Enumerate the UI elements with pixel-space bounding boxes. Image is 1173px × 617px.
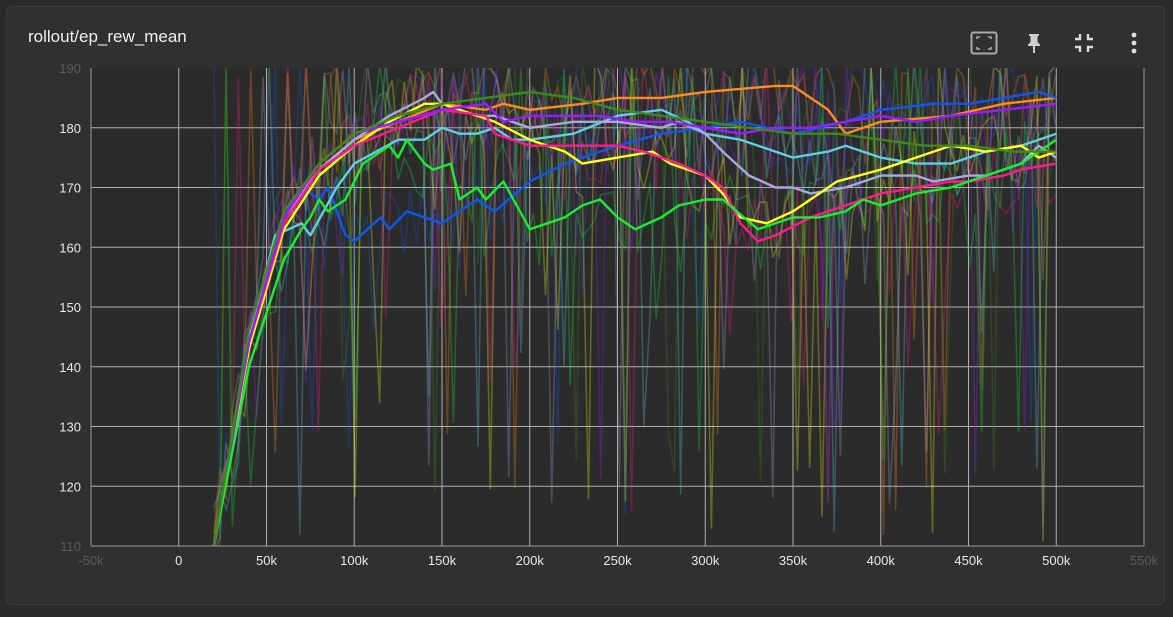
x-tick-label: 250k [603,553,632,568]
pin-icon [1028,34,1040,53]
smoothed-series-line[interactable] [212,108,1057,546]
raw-series-line [213,68,1054,527]
x-tick-label: 100k [340,553,369,568]
fit-domain-button[interactable] [966,25,1002,61]
axes: -50k 0 50k 100k 150k 200k 250k 300k 350k 400k 450k… [59,61,1158,568]
y-tick-label: 190 [59,61,81,76]
smoothed-series-line[interactable] [212,90,1057,546]
fit-to-screen-icon [970,31,998,55]
x-tick-label: 0 [175,553,182,568]
smoothed-series-line[interactable] [212,138,1057,546]
raw-series-line [215,68,1057,546]
more-vert-icon [1131,32,1137,54]
y-tick-label: 150 [59,300,81,315]
grid [91,68,1144,546]
scalar-card: rollout/ep_rew_mean [6,6,1165,605]
raw-series-line [213,68,1057,546]
raw-series-line [213,68,1057,536]
x-tick-label: 450k [954,553,983,568]
y-tick-label: 180 [59,121,81,136]
x-tick-label: 550k [1130,553,1159,568]
smoothed-series-line[interactable] [212,90,1057,546]
raw-series-line [219,68,1057,546]
smoothed-series-line[interactable] [212,90,1057,546]
y-tick-label: 170 [59,181,81,196]
raw-series-line [213,68,1057,513]
y-tick-label: 130 [59,420,81,435]
x-tick-label: 350k [779,553,808,568]
y-tick-label: 140 [59,360,81,375]
line-chart[interactable]: -50k 0 50k 100k 150k 200k 250k 300k 350k 400k 450k… [7,7,1166,606]
fullscreen-exit-icon [1075,34,1093,52]
x-tick-label: 300k [691,553,720,568]
x-tick-label: 400k [867,553,896,568]
x-tick-label: 150k [428,553,457,568]
smoothed-series-line[interactable] [212,102,1057,546]
x-tick-label: 500k [1042,553,1071,568]
y-tick-label: 120 [59,479,81,494]
card-title: rollout/ep_rew_mean [28,27,187,46]
collapse-button[interactable] [1066,25,1102,61]
y-tick-label: 110 [60,539,81,554]
smoothed-series-layer [212,84,1057,546]
card-toolbar [966,25,1152,61]
x-tick-label: 50k [256,553,277,568]
more-menu-button[interactable] [1116,25,1152,61]
smoothed-series-line[interactable] [212,108,1057,546]
x-tick-label: -50k [78,553,104,568]
x-tick-label: 200k [516,553,545,568]
y-tick-label: 160 [59,240,81,255]
pin-button[interactable] [1016,25,1052,61]
